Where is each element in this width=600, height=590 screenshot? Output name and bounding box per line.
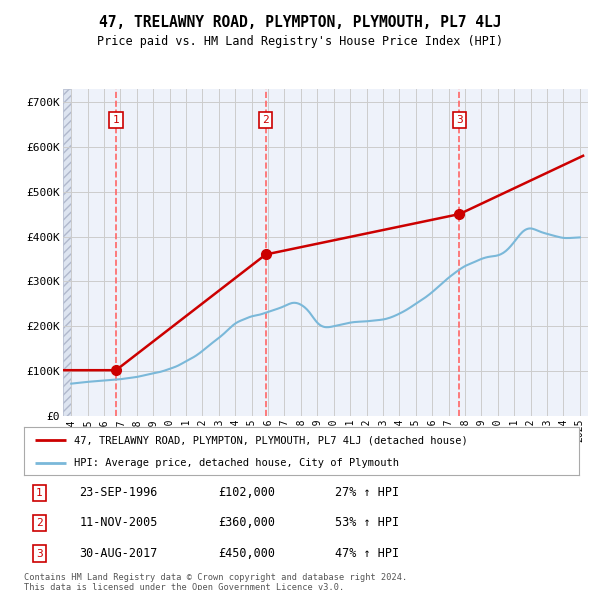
Text: 1: 1 bbox=[36, 488, 43, 498]
Text: 53% ↑ HPI: 53% ↑ HPI bbox=[335, 516, 399, 529]
Text: 2: 2 bbox=[262, 115, 269, 125]
Text: 23-SEP-1996: 23-SEP-1996 bbox=[79, 486, 158, 499]
Text: 47, TRELAWNY ROAD, PLYMPTON, PLYMOUTH, PL7 4LJ: 47, TRELAWNY ROAD, PLYMPTON, PLYMOUTH, P… bbox=[99, 15, 501, 30]
Text: HPI: Average price, detached house, City of Plymouth: HPI: Average price, detached house, City… bbox=[74, 458, 399, 468]
Text: 47, TRELAWNY ROAD, PLYMPTON, PLYMOUTH, PL7 4LJ (detached house): 47, TRELAWNY ROAD, PLYMPTON, PLYMOUTH, P… bbox=[74, 435, 468, 445]
Text: Contains HM Land Registry data © Crown copyright and database right 2024.: Contains HM Land Registry data © Crown c… bbox=[24, 573, 407, 582]
Text: Price paid vs. HM Land Registry's House Price Index (HPI): Price paid vs. HM Land Registry's House … bbox=[97, 35, 503, 48]
Text: This data is licensed under the Open Government Licence v3.0.: This data is licensed under the Open Gov… bbox=[24, 583, 344, 590]
Bar bbox=[63, 88, 71, 416]
Text: 11-NOV-2005: 11-NOV-2005 bbox=[79, 516, 158, 529]
Text: £102,000: £102,000 bbox=[218, 486, 275, 499]
Text: 2: 2 bbox=[36, 518, 43, 527]
Text: 1: 1 bbox=[113, 115, 119, 125]
Text: 47% ↑ HPI: 47% ↑ HPI bbox=[335, 547, 399, 560]
Text: £360,000: £360,000 bbox=[218, 516, 275, 529]
Text: 30-AUG-2017: 30-AUG-2017 bbox=[79, 547, 158, 560]
Text: 27% ↑ HPI: 27% ↑ HPI bbox=[335, 486, 399, 499]
Text: 3: 3 bbox=[36, 549, 43, 559]
Text: 3: 3 bbox=[456, 115, 463, 125]
Text: £450,000: £450,000 bbox=[218, 547, 275, 560]
